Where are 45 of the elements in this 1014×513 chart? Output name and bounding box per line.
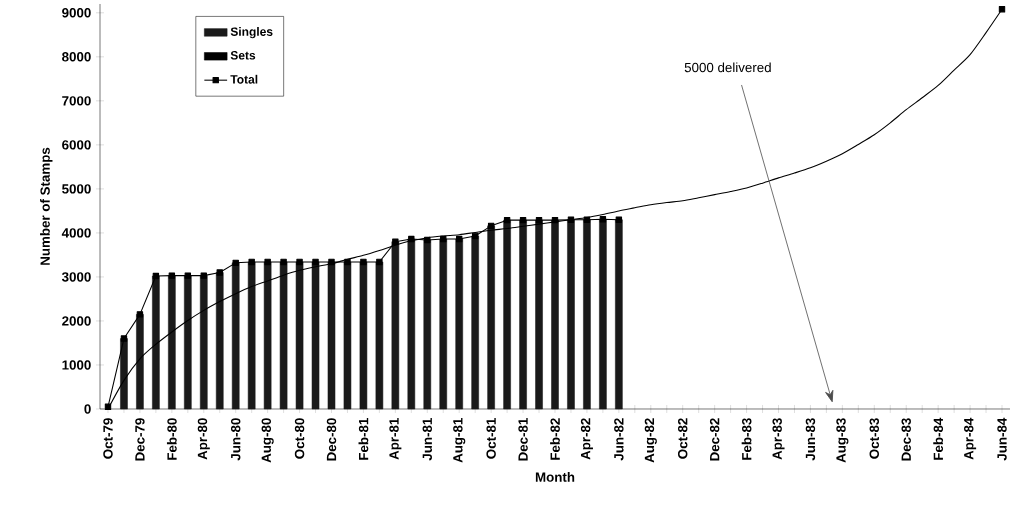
y-tick-label: 4000 <box>61 228 91 238</box>
x-tick-label: Apr-84 <box>964 417 977 460</box>
x-tick-label: Oct-83 <box>869 418 880 459</box>
x-tick-label: Dec-83 <box>901 418 911 461</box>
x-tick-label: Aug-80 <box>261 418 274 463</box>
x-tick-label: Dec-82 <box>709 418 720 461</box>
y-tick-label: 6000 <box>62 140 91 150</box>
x-tick-label: Apr-80 <box>197 418 210 460</box>
x-tick-label: Jun-82 <box>614 418 624 461</box>
y-axis-title: Number of Stamps <box>40 147 53 265</box>
x-tick-label: Oct-81 <box>486 418 496 459</box>
x-tick-label: Feb-84 <box>933 417 944 460</box>
legend-label: Total <box>230 74 258 84</box>
x-tick-label: Apr-81 <box>389 418 402 460</box>
y-tick-label: 7000 <box>62 96 91 106</box>
x-tick-label: Oct-79 <box>103 418 113 459</box>
x-tick-label: Dec-79 <box>135 418 145 461</box>
legend-label: Sets <box>230 51 256 60</box>
x-tick-label: Jun-80 <box>230 418 241 461</box>
y-tick-label: 0 <box>84 404 91 414</box>
x-tick-label: Jun-81 <box>422 418 432 461</box>
y-tick-label: 5000 <box>62 184 91 194</box>
x-tick-label: Feb-80 <box>166 418 177 460</box>
x-tick-label: Feb-83 <box>741 418 752 460</box>
x-tick-label: Feb-81 <box>358 418 369 460</box>
legend-label: Singles <box>230 27 273 39</box>
y-tick-label: 8000 <box>62 52 91 62</box>
x-tick-label: Jun-84 <box>997 417 1007 461</box>
y-tick-label: 1000 <box>62 360 91 370</box>
x-tick-label: Aug-82 <box>644 418 657 463</box>
x-tick-label: Jun-83 <box>805 418 816 461</box>
annotation: 5000 delivered <box>684 62 771 73</box>
x-tick-label: Feb-82 <box>550 418 560 460</box>
x-tick-label: Dec-81 <box>518 418 528 461</box>
x-tick-label: Apr-83 <box>772 418 785 460</box>
y-tick-label: 3000 <box>61 272 91 282</box>
x-tick-label: Apr-82 <box>580 418 593 460</box>
y-tick-label: 2000 <box>62 316 91 326</box>
x-tick-label: Dec-80 <box>326 418 337 461</box>
y-tick-label: 9000 <box>62 8 91 18</box>
x-tick-label: Oct-82 <box>678 418 688 459</box>
x-axis-title: Month <box>535 472 575 482</box>
x-tick-label: Oct-80 <box>294 418 305 459</box>
x-tick-label: Aug-81 <box>453 418 466 463</box>
x-tick-label: Aug-83 <box>836 418 849 463</box>
